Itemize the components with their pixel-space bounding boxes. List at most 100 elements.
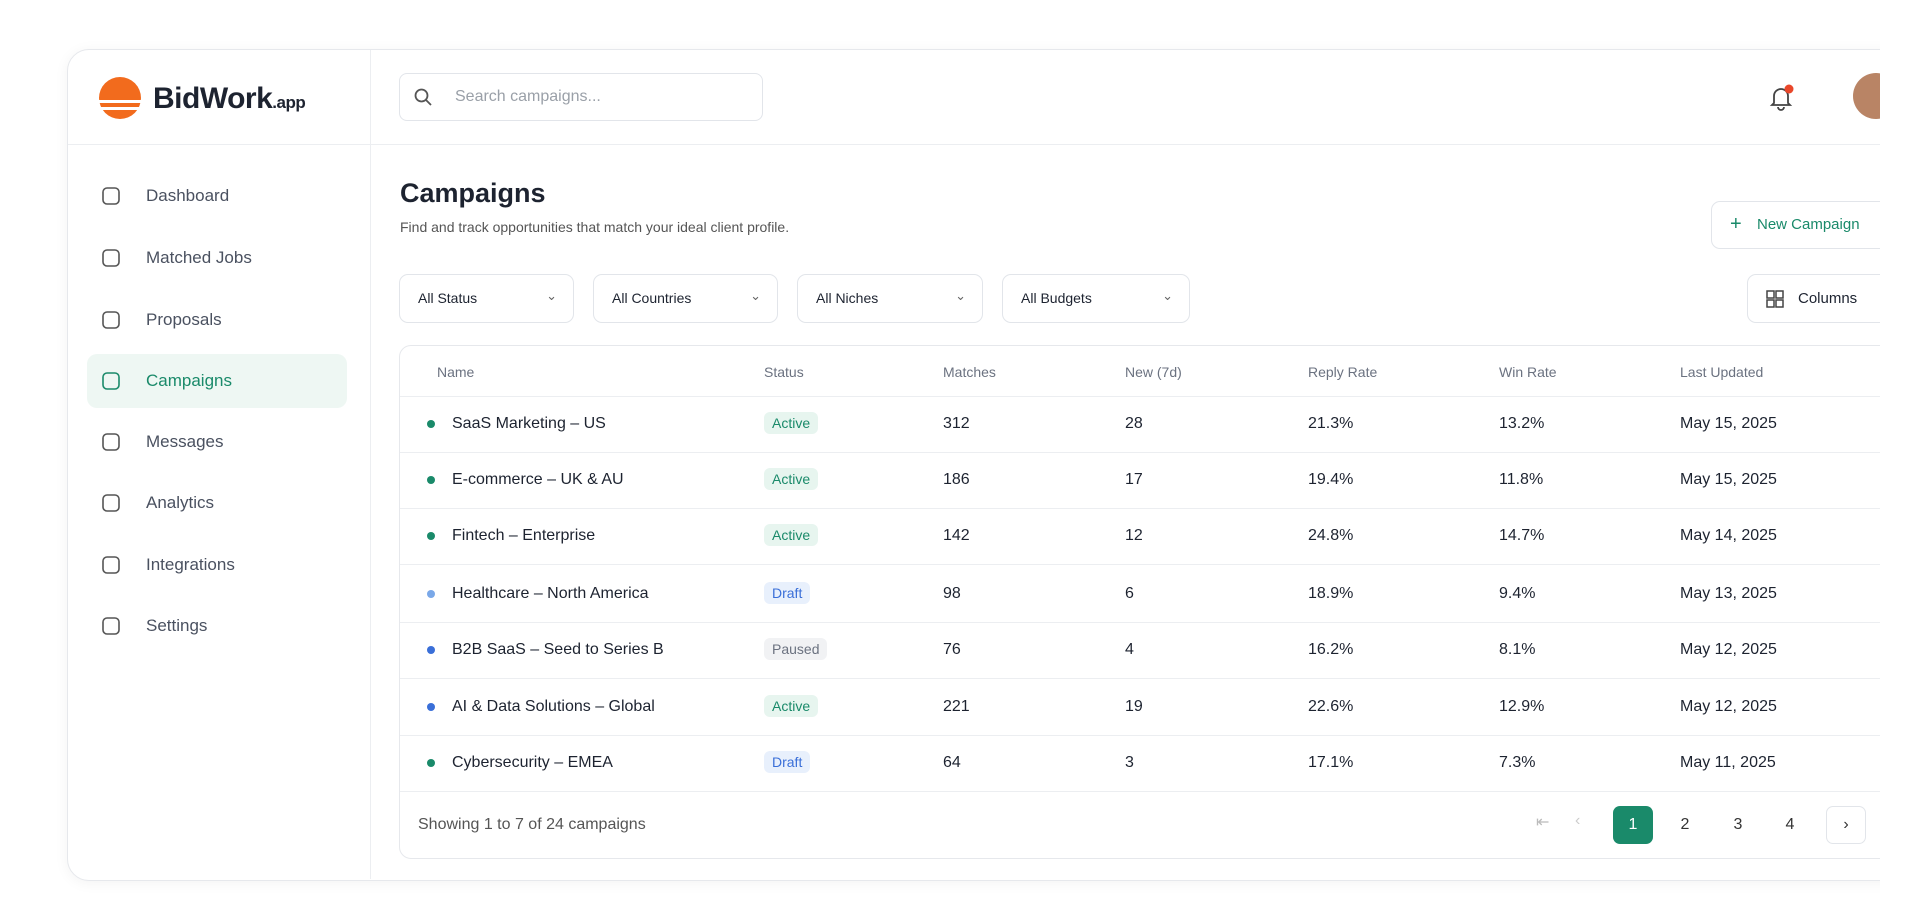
filter-label: All Budgets bbox=[1021, 290, 1092, 306]
status-badge: Active bbox=[764, 412, 819, 434]
cell: 21.3% bbox=[1308, 415, 1354, 432]
cell: Healthcare – North America bbox=[452, 585, 649, 602]
status-badge: Active bbox=[764, 695, 819, 717]
cell: 3 bbox=[1125, 754, 1134, 771]
status-dot bbox=[427, 759, 435, 767]
column-header: New (7d) bbox=[1125, 364, 1182, 380]
cell: 18.9% bbox=[1308, 585, 1354, 602]
cell: May 12, 2025 bbox=[1680, 698, 1777, 715]
page-button[interactable]: 4 bbox=[1785, 816, 1795, 833]
cell: 7.3% bbox=[1499, 754, 1536, 771]
row-divider bbox=[400, 396, 1880, 397]
nav-item[interactable]: Campaigns bbox=[87, 354, 347, 408]
nav-icon bbox=[102, 433, 120, 451]
row-divider bbox=[400, 791, 1880, 792]
nav-item[interactable]: Matched Jobs bbox=[87, 231, 347, 285]
cell: 186 bbox=[943, 471, 970, 488]
cell: 6 bbox=[1125, 585, 1134, 602]
column-header: Matches bbox=[943, 364, 996, 380]
showing-text: Showing 1 to 7 of 24 campaigns bbox=[418, 816, 646, 833]
first-page[interactable]: ⇤ bbox=[1536, 814, 1550, 831]
header-divider bbox=[68, 144, 1880, 145]
columns-icon bbox=[1766, 290, 1784, 308]
status-dot bbox=[427, 646, 435, 654]
nav-item[interactable]: Messages bbox=[87, 415, 347, 469]
chevron: ⌄ bbox=[750, 288, 761, 303]
nav-label: Integrations bbox=[146, 555, 235, 574]
filter-dropdown[interactable]: All Countries ⌄ bbox=[593, 274, 778, 323]
cell: 76 bbox=[943, 641, 961, 658]
filter-dropdown[interactable]: All Niches ⌄ bbox=[797, 274, 983, 323]
cell: 142 bbox=[943, 527, 970, 544]
status-dot bbox=[427, 420, 435, 428]
cell: 4 bbox=[1125, 641, 1134, 658]
nav-label: Settings bbox=[146, 616, 208, 635]
status-badge: Draft bbox=[764, 582, 811, 604]
row-divider bbox=[400, 564, 1880, 565]
chevron: ⌄ bbox=[546, 288, 557, 303]
sidebar-divider bbox=[370, 50, 371, 879]
nav-label: Matched Jobs bbox=[146, 248, 252, 267]
nav-item[interactable]: Integrations bbox=[87, 538, 347, 592]
cell: 11.8% bbox=[1499, 471, 1544, 488]
nav-icon bbox=[102, 187, 120, 205]
bell[interactable] bbox=[1767, 84, 1795, 112]
nav-item[interactable]: Settings bbox=[87, 599, 347, 653]
chevron: ⌄ bbox=[955, 288, 966, 303]
cell: 19.4% bbox=[1308, 471, 1354, 488]
app-card bbox=[67, 49, 1880, 881]
cell: 17.1% bbox=[1308, 754, 1354, 771]
new-campaign-label: New Campaign bbox=[1757, 216, 1860, 233]
nav-label: Proposals bbox=[146, 310, 222, 329]
row-divider bbox=[400, 508, 1880, 509]
cell: 14.7% bbox=[1499, 527, 1545, 544]
new-campaign-button[interactable]: + New Campaign bbox=[1711, 201, 1880, 249]
cell: 98 bbox=[943, 585, 961, 602]
cell: 8.1% bbox=[1499, 641, 1536, 658]
page-button[interactable]: 1 bbox=[1613, 806, 1653, 844]
status-dot bbox=[427, 703, 435, 711]
nav-item[interactable]: Proposals bbox=[87, 293, 347, 347]
row-divider bbox=[400, 622, 1880, 623]
nav-icon bbox=[102, 372, 120, 390]
row-divider bbox=[400, 735, 1880, 736]
status-dot bbox=[427, 590, 435, 598]
columns-button[interactable]: Columns bbox=[1747, 274, 1880, 323]
cell: E-commerce – UK & AU bbox=[452, 471, 624, 488]
cell: AI & Data Solutions – Global bbox=[452, 698, 655, 715]
cell: 24.8% bbox=[1308, 527, 1354, 544]
status-badge: Active bbox=[764, 524, 819, 546]
cell: 22.6% bbox=[1308, 698, 1354, 715]
search-box[interactable]: Search campaigns... bbox=[399, 73, 763, 121]
filter-label: All Niches bbox=[816, 290, 879, 306]
nav-item[interactable]: Dashboard bbox=[87, 169, 347, 223]
page-button[interactable]: 3 bbox=[1733, 816, 1743, 833]
cell: 13.2% bbox=[1499, 415, 1545, 432]
chevron: ⌄ bbox=[1162, 288, 1173, 303]
nav-icon bbox=[102, 556, 120, 574]
filter-dropdown[interactable]: All Budgets ⌄ bbox=[1002, 274, 1190, 323]
table bbox=[399, 345, 1880, 859]
row-divider bbox=[400, 678, 1880, 679]
filter-dropdown[interactable]: All Status ⌄ bbox=[399, 274, 574, 323]
nav-label: Dashboard bbox=[146, 186, 230, 205]
cell: 16.2% bbox=[1308, 641, 1354, 658]
column-header: Reply Rate bbox=[1308, 364, 1378, 380]
cell: SaaS Marketing – US bbox=[452, 415, 606, 432]
cell: 221 bbox=[943, 698, 970, 715]
cell: 12 bbox=[1125, 527, 1143, 544]
cell: Fintech – Enterprise bbox=[452, 527, 596, 544]
column-header: Win Rate bbox=[1499, 364, 1557, 380]
cell: May 12, 2025 bbox=[1680, 641, 1777, 658]
page-button[interactable]: 2 bbox=[1680, 816, 1690, 833]
status-badge: Draft bbox=[764, 751, 811, 773]
prev-page[interactable]: ‹ bbox=[1575, 812, 1581, 829]
columns-label: Columns bbox=[1798, 290, 1858, 307]
column-header: Status bbox=[764, 364, 804, 380]
next-page[interactable]: › bbox=[1826, 806, 1866, 844]
filter-label: All Status bbox=[418, 290, 478, 306]
cell: 19 bbox=[1125, 698, 1143, 715]
cell: B2B SaaS – Seed to Series B bbox=[452, 641, 664, 658]
cell: 28 bbox=[1125, 415, 1143, 432]
nav-item[interactable]: Analytics bbox=[87, 476, 347, 530]
